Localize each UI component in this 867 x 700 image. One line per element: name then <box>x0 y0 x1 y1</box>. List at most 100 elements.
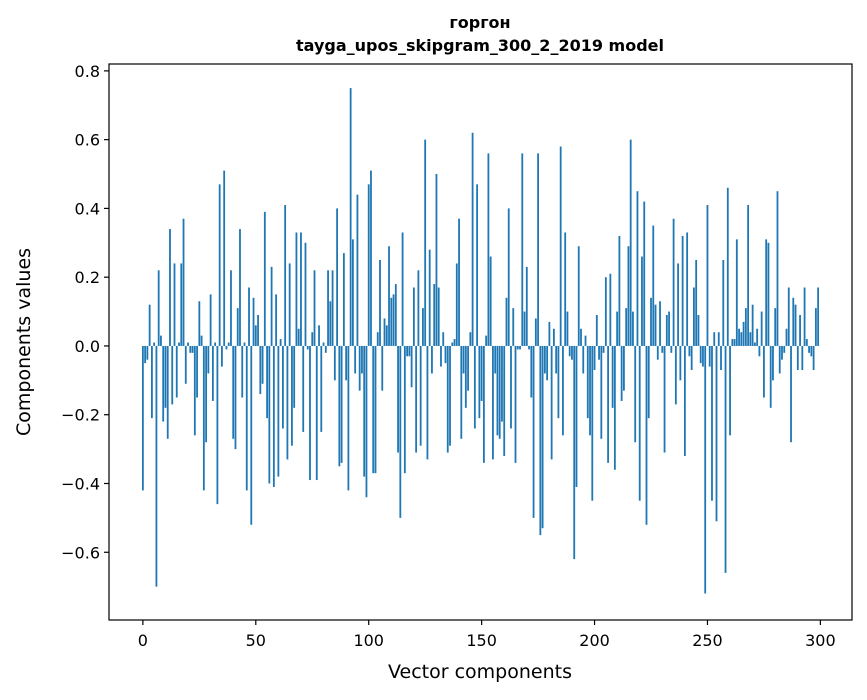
bar <box>767 242 770 346</box>
bar <box>422 308 424 346</box>
bar <box>236 308 239 346</box>
bar <box>336 208 338 346</box>
bar <box>697 315 700 346</box>
bar <box>288 263 291 346</box>
bar <box>394 284 397 346</box>
bar <box>817 287 820 346</box>
bar <box>281 345 284 429</box>
bar <box>774 308 777 346</box>
bar <box>505 297 508 346</box>
bar <box>769 345 772 408</box>
bar <box>250 345 253 525</box>
bar <box>751 304 754 346</box>
bar <box>284 204 287 346</box>
chart-subtitle: tayga_upos_skipgram_300_2_2019 model <box>296 36 664 55</box>
bar <box>239 229 241 346</box>
bar <box>218 184 221 346</box>
bar <box>306 345 309 350</box>
bar <box>187 342 189 346</box>
bar <box>620 345 623 401</box>
bar <box>345 345 348 381</box>
bar <box>295 232 298 346</box>
bar <box>266 345 268 419</box>
bar <box>311 332 314 346</box>
bar <box>796 345 799 371</box>
bar <box>202 345 205 491</box>
bar <box>193 345 196 436</box>
bar <box>426 345 429 460</box>
bar <box>702 345 704 367</box>
bar <box>164 345 167 408</box>
bar <box>196 345 198 398</box>
bar <box>717 332 720 346</box>
y-axis: −0.6 −0.4 −0.2 0.0 0.2 0.4 0.6 0.8 <box>61 62 109 562</box>
bar <box>318 325 320 346</box>
bar <box>600 345 603 439</box>
x-tick-label: 100 <box>353 631 384 650</box>
bar <box>198 301 201 346</box>
bar <box>790 345 792 443</box>
bar <box>440 345 442 367</box>
bar <box>507 208 510 346</box>
bar <box>175 345 178 398</box>
bar <box>706 204 709 346</box>
bar <box>320 345 323 432</box>
bar <box>510 345 512 429</box>
x-tick-label: 300 <box>805 631 836 650</box>
bar <box>437 287 440 346</box>
bar <box>232 345 235 439</box>
bar <box>629 139 632 346</box>
bar <box>805 339 808 346</box>
bar <box>160 335 162 346</box>
bar <box>704 345 707 594</box>
y-tick-label: 0.4 <box>75 199 100 218</box>
bar <box>227 342 230 346</box>
bar <box>272 345 275 487</box>
bar <box>625 308 628 346</box>
bar <box>381 345 384 391</box>
bar <box>661 345 664 353</box>
bar <box>478 345 481 419</box>
bar <box>324 345 327 353</box>
bar <box>153 342 156 346</box>
bar <box>408 345 411 357</box>
bar <box>783 345 786 353</box>
bar <box>148 304 151 346</box>
bar <box>338 345 341 467</box>
bar <box>248 287 250 346</box>
bar <box>442 332 445 346</box>
bar <box>257 315 259 346</box>
bar <box>720 345 722 371</box>
bar <box>729 345 731 436</box>
bar <box>760 311 763 346</box>
bar <box>263 211 266 346</box>
bar <box>207 345 210 374</box>
bar <box>722 259 725 346</box>
bar <box>659 301 661 346</box>
bar <box>577 246 580 346</box>
bar <box>749 332 752 346</box>
bar <box>543 345 546 374</box>
bar <box>431 345 433 374</box>
bar <box>555 345 558 374</box>
bar <box>399 345 402 518</box>
bar <box>638 345 641 501</box>
bar <box>532 345 535 518</box>
bar <box>397 345 399 453</box>
bar <box>742 321 745 346</box>
bar <box>462 345 465 374</box>
bar <box>211 345 214 401</box>
bar <box>580 328 582 346</box>
bar <box>388 246 390 346</box>
bar <box>665 315 668 346</box>
bar <box>169 229 171 346</box>
bar <box>453 339 456 346</box>
bar <box>521 153 524 346</box>
bar <box>254 325 257 346</box>
bar <box>304 242 307 346</box>
bar <box>329 301 332 346</box>
bar <box>480 345 483 401</box>
bar <box>403 345 406 474</box>
bar <box>209 294 212 346</box>
